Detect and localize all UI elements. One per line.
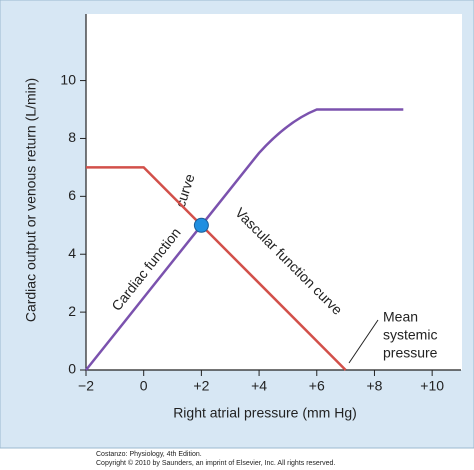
footer: Costanzo: Physiology, 4th Edition. (96, 451, 202, 458)
y-tick-label: 10 (60, 71, 76, 87)
annotation: systemic (383, 327, 437, 343)
x-tick-label: +4 (251, 378, 267, 394)
x-tick-label: +6 (309, 378, 325, 394)
footer: Copyright © 2010 by Saunders, an imprint… (96, 459, 335, 467)
x-tick-label: +8 (366, 378, 382, 394)
intersection-point (193, 217, 209, 233)
y-tick-label: 6 (68, 187, 76, 203)
annotation: pressure (383, 345, 438, 361)
y-tick-label: 8 (68, 129, 76, 145)
x-axis-title: Right atrial pressure (mm Hg) (173, 405, 357, 421)
plot-area (86, 14, 462, 370)
y-tick-label: 2 (68, 303, 76, 319)
y-tick-label: 0 (68, 361, 76, 377)
x-tick-label: +10 (420, 378, 444, 394)
leader-line (348, 319, 379, 364)
x-tick-label: 0 (140, 378, 148, 394)
annotation: Mean (383, 309, 418, 325)
x-tick-label: +2 (193, 378, 209, 394)
x-tick-label: −2 (78, 378, 94, 394)
y-tick-label: 4 (68, 245, 76, 261)
y-axis-title: Cardiac output or venous return (L/min) (23, 78, 39, 322)
curve (85, 108, 404, 371)
curve (86, 166, 347, 371)
